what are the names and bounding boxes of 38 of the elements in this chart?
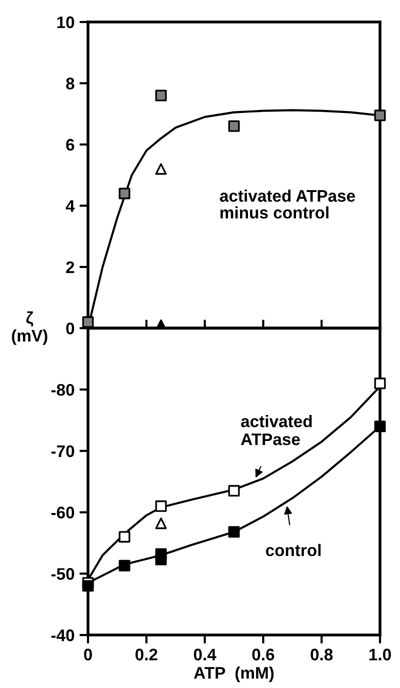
- point: [374, 378, 386, 390]
- point: [155, 500, 167, 512]
- annotation: activated ATPase minus control: [220, 190, 356, 219]
- y-tick-label: -50: [51, 568, 74, 580]
- point: [374, 420, 386, 432]
- y-tick-label: 2: [66, 261, 74, 273]
- annotation: control: [266, 544, 321, 556]
- point: [155, 163, 167, 175]
- y-tick-label: -60: [51, 506, 74, 518]
- y-tick-label: -40: [51, 629, 74, 642]
- annotation: activated ATPase: [240, 415, 312, 446]
- point: [118, 188, 130, 200]
- point: [374, 110, 386, 122]
- point: [118, 531, 130, 543]
- x-tick-label: 0.8: [310, 648, 333, 660]
- y-tick-label: -80: [51, 384, 74, 396]
- point: [155, 554, 167, 566]
- point: [82, 316, 94, 328]
- y-tick-label: 8: [66, 78, 74, 90]
- x-tick-label: 1.0: [369, 648, 391, 660]
- point: [228, 120, 240, 132]
- point: [155, 518, 167, 530]
- y-tick-label: 6: [66, 138, 74, 151]
- y-axis-title: ζ (mV): [12, 311, 48, 345]
- point: [118, 560, 130, 572]
- x-tick-label: 0.6: [252, 648, 274, 660]
- y-tick-label: -70: [51, 445, 74, 458]
- x-tick-label: 0.2: [135, 648, 158, 660]
- y-tick-label: 10: [57, 16, 74, 28]
- x-tick-label: 0: [84, 648, 92, 660]
- point: [82, 580, 94, 592]
- point: [155, 90, 167, 102]
- y-tick-label: 0: [66, 322, 74, 334]
- x-tick-label: 0.4: [194, 648, 216, 660]
- point: [228, 526, 240, 538]
- point: [228, 485, 240, 497]
- x-axis-title: ATP (mM): [194, 666, 274, 682]
- y-tick-label: 4: [66, 200, 75, 212]
